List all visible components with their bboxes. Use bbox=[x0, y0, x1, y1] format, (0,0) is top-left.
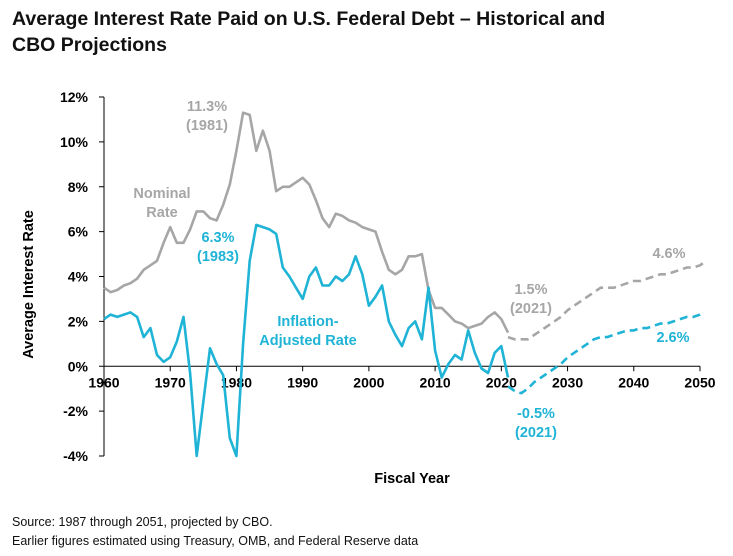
x-tick-label: 2040 bbox=[618, 374, 649, 390]
annotation-nominal-2051-line-1: 4.6% bbox=[652, 246, 685, 262]
annotation-inflation-label-line-2: Adjusted Rate bbox=[259, 333, 357, 349]
x-tick-label: 1980 bbox=[221, 374, 252, 390]
x-tick-label: 2050 bbox=[684, 374, 715, 390]
annotation-inflation-2021-line-2: (2021) bbox=[515, 425, 557, 441]
y-tick-label: 10% bbox=[60, 134, 89, 150]
annotation-inflation-label-line-1: Inflation- bbox=[277, 314, 338, 330]
annotation-nominal-peak-line-1: 11.3% bbox=[187, 99, 227, 115]
annotation-nominal-label-line-1: Nominal bbox=[133, 186, 190, 202]
annotation-inflation-2021-line-1: -0.5% bbox=[517, 406, 555, 422]
nominal-rate-historical-line bbox=[103, 111, 510, 334]
annotation-nominal-label-line-2: Rate bbox=[146, 205, 177, 221]
y-tick-label: 0% bbox=[68, 358, 89, 374]
annotation-inflation-peak-line-2: (1983) bbox=[197, 249, 239, 265]
x-tick-label: 1960 bbox=[88, 374, 119, 390]
inflation-adjusted-rate-historical-line bbox=[103, 223, 510, 458]
chart-title: Average Interest Rate Paid on U.S. Feder… bbox=[12, 6, 712, 58]
annotation-inflation-peak-line-1: 6.3% bbox=[201, 230, 234, 246]
annotation-inflation-2051-line-1: 2.6% bbox=[656, 330, 689, 346]
inflation-adjusted-rate-projected-line bbox=[507, 311, 705, 395]
y-tick-label: 6% bbox=[68, 224, 89, 240]
x-tick-label: 2030 bbox=[552, 374, 583, 390]
x-tick-label: 1970 bbox=[155, 374, 186, 390]
y-tick-label: 2% bbox=[68, 313, 89, 329]
annotation-nominal-2021-line-1: 1.5% bbox=[514, 282, 547, 298]
annotation-nominal-2021-line-2: (2021) bbox=[510, 301, 552, 317]
chart-title-line-2: CBO Projections bbox=[12, 34, 167, 56]
x-tick-label: 2000 bbox=[353, 374, 384, 390]
nominal-rate-projected-line bbox=[507, 261, 705, 341]
x-tick-label: 2010 bbox=[420, 374, 451, 390]
x-tick-label: 1990 bbox=[287, 374, 318, 390]
y-tick-label: 4% bbox=[68, 269, 89, 285]
source-note-line-2: Earlier figures estimated using Treasury… bbox=[12, 534, 419, 548]
y-tick-label: 8% bbox=[68, 179, 89, 195]
x-axis-label: Fiscal Year bbox=[374, 471, 450, 487]
annotation-nominal-peak-line-2: (1981) bbox=[186, 118, 228, 134]
chart-title-line-1: Average Interest Rate Paid on U.S. Feder… bbox=[12, 8, 606, 30]
source-note-line-1: Source: 1987 through 2051, projected by … bbox=[12, 515, 273, 529]
y-axis-label: Average Interest Rate bbox=[21, 210, 37, 359]
y-tick-label: -2% bbox=[63, 403, 88, 419]
y-tick-label: -4% bbox=[63, 448, 88, 464]
y-tick-label: 12% bbox=[60, 89, 89, 105]
